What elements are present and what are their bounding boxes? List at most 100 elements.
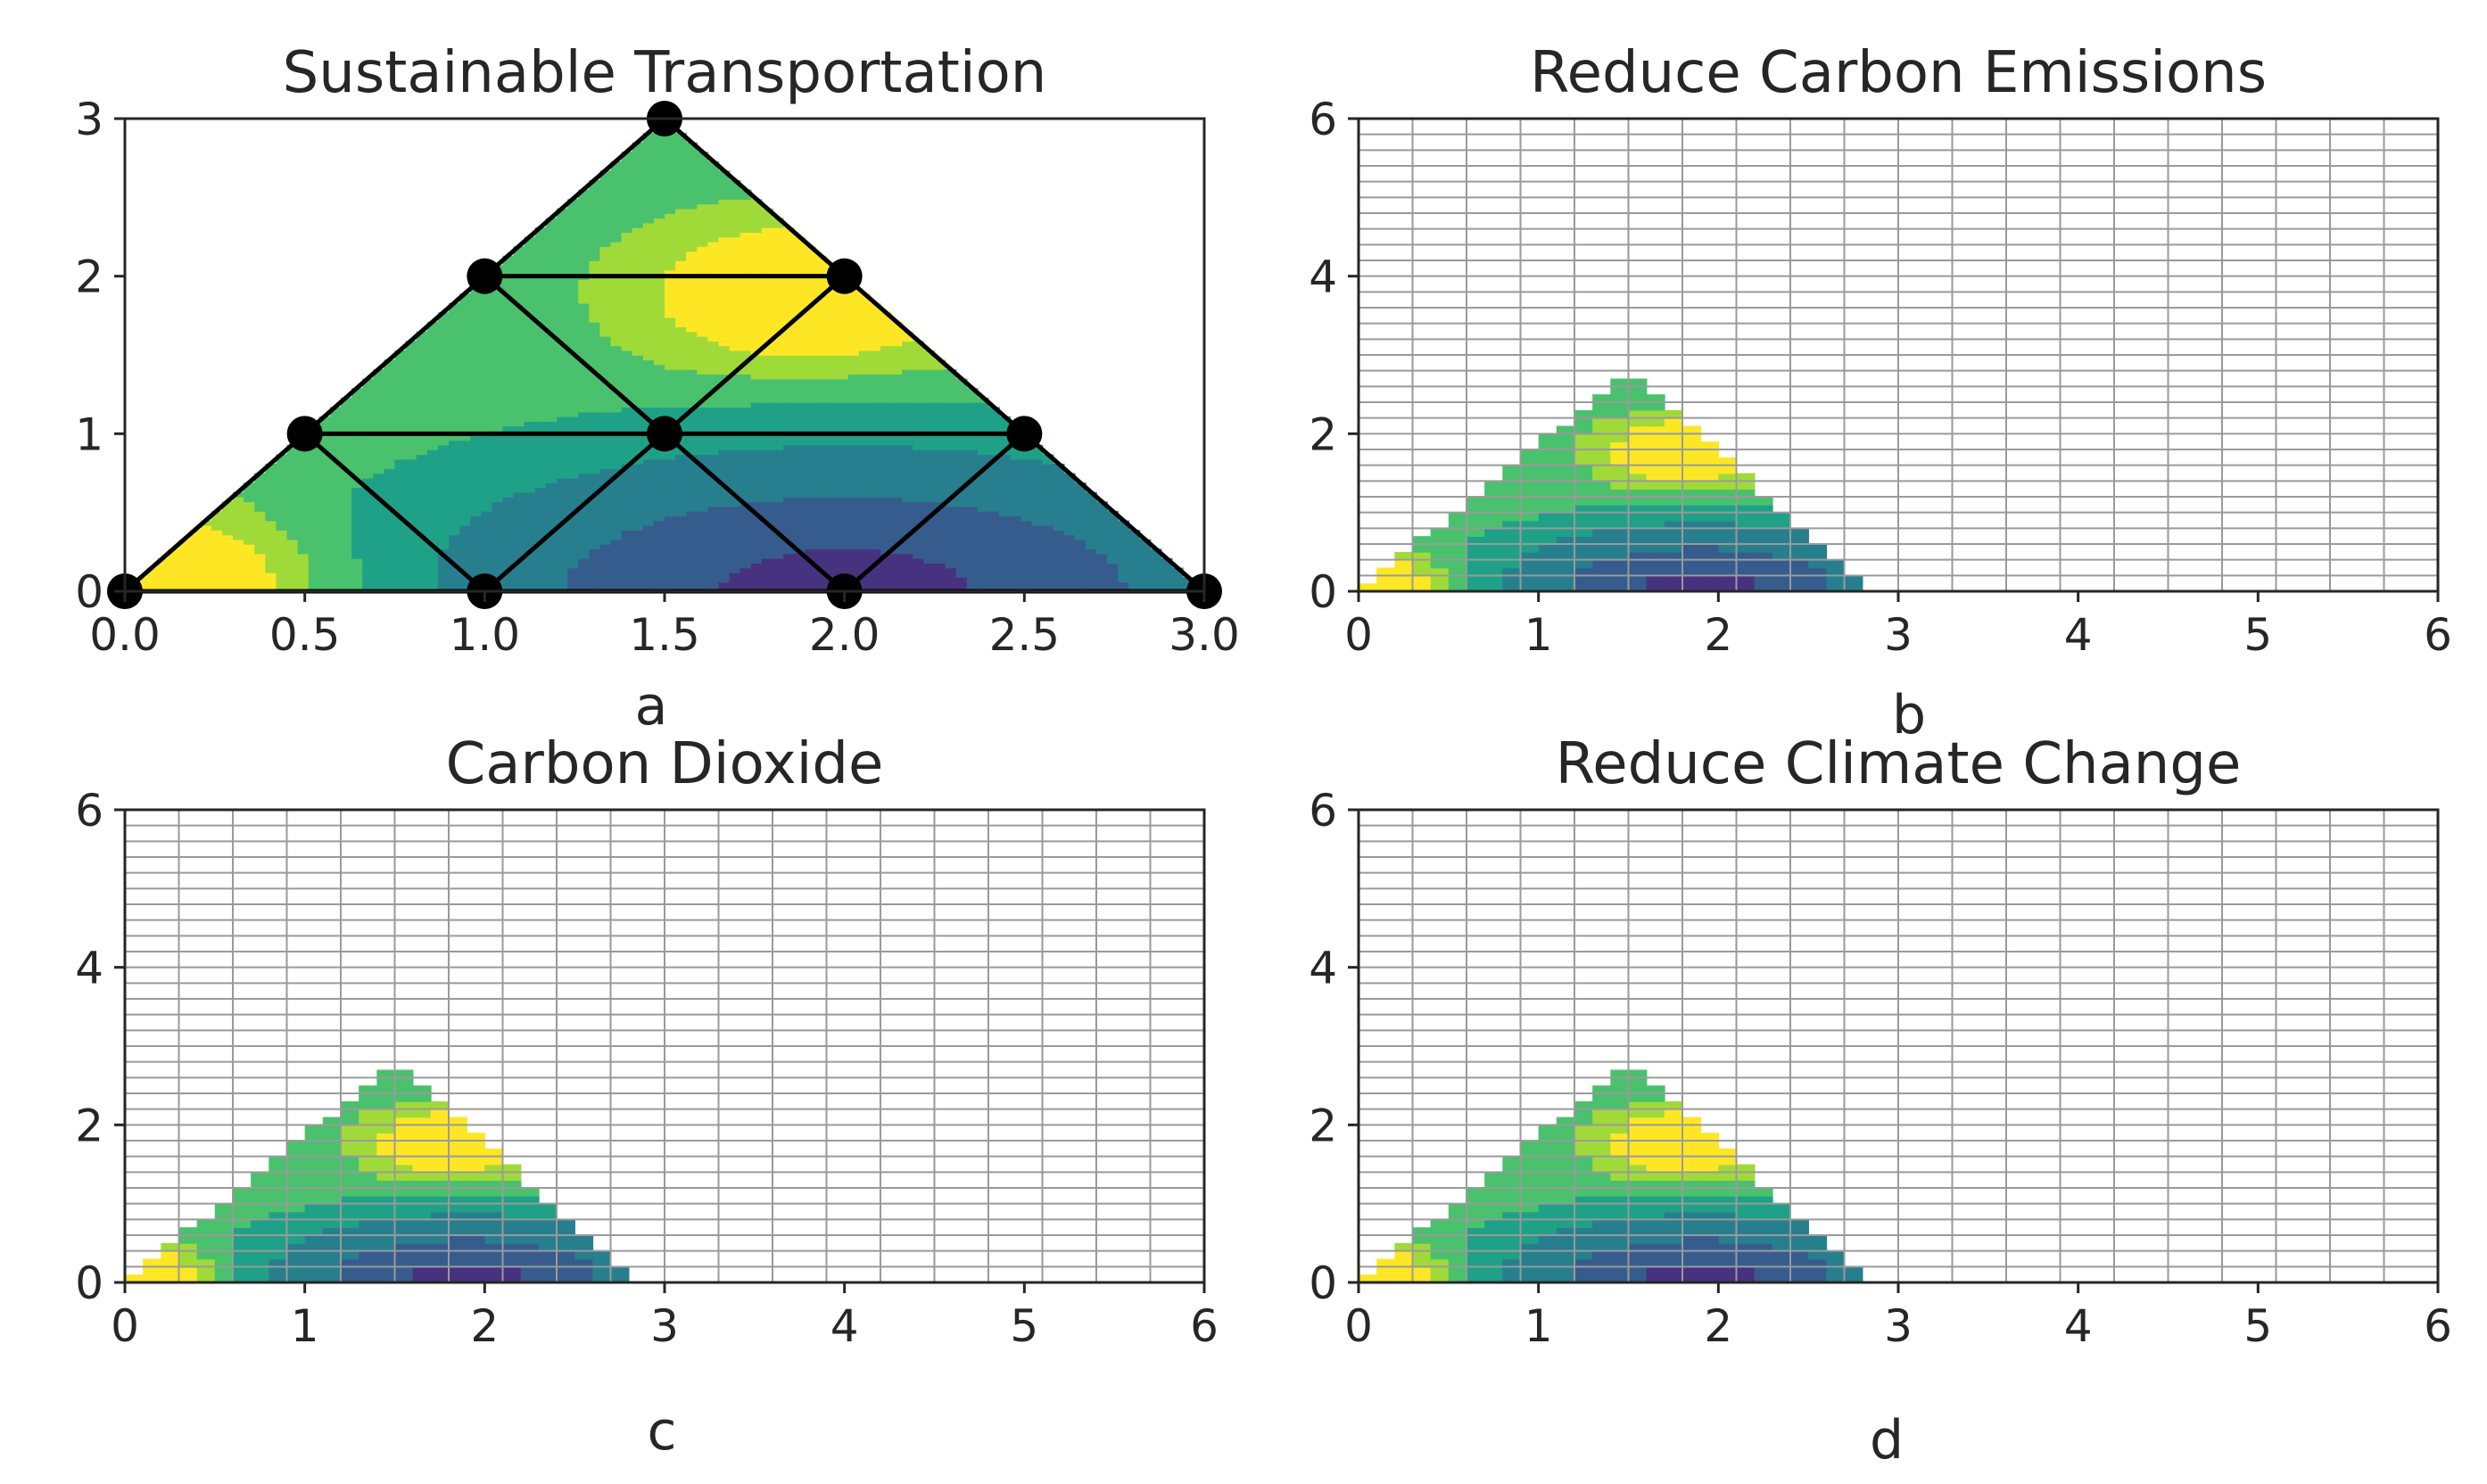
contour-cell bbox=[837, 435, 849, 441]
contour-cell bbox=[815, 506, 828, 512]
contour-cell bbox=[783, 246, 795, 252]
contour-cell bbox=[610, 557, 623, 564]
contour-cell bbox=[233, 581, 244, 588]
contour-cell bbox=[265, 530, 277, 536]
contour-cell bbox=[254, 501, 267, 507]
contour-cell bbox=[1020, 567, 1033, 573]
contour-cell bbox=[513, 416, 525, 422]
contour-cell bbox=[1063, 482, 1076, 489]
contour-cell bbox=[567, 392, 579, 399]
contour-cell bbox=[524, 236, 536, 243]
contour-cell bbox=[794, 482, 806, 489]
contour-cell bbox=[642, 341, 655, 347]
contour-cell bbox=[999, 421, 1011, 427]
contour-cell bbox=[437, 557, 450, 564]
contour-cell bbox=[286, 524, 299, 531]
contour-cell bbox=[470, 482, 483, 489]
contour-cell bbox=[449, 392, 460, 399]
contour-cell bbox=[1063, 506, 1076, 512]
contour-cell bbox=[373, 520, 385, 526]
contour-cell bbox=[308, 491, 320, 498]
contour-cell bbox=[847, 397, 860, 403]
contour-cell bbox=[773, 236, 784, 243]
contour-cell bbox=[729, 524, 741, 531]
contour-cell bbox=[276, 586, 288, 591]
contour-cell bbox=[426, 586, 439, 591]
contour-cell bbox=[815, 397, 828, 403]
contour-cell bbox=[524, 255, 536, 261]
contour-cell bbox=[557, 284, 568, 290]
contour-cell bbox=[675, 170, 687, 177]
contour-cell bbox=[578, 487, 591, 493]
contour-cell bbox=[632, 506, 644, 512]
contour-cell bbox=[589, 331, 601, 337]
contour-cell bbox=[847, 302, 860, 309]
contour-cell bbox=[178, 586, 191, 591]
contour-cell bbox=[1150, 557, 1162, 564]
contour-cell bbox=[286, 530, 299, 536]
contour-cell bbox=[557, 359, 568, 366]
contour-cell bbox=[557, 218, 568, 224]
contour-cell bbox=[837, 378, 849, 384]
contour-cell bbox=[966, 544, 979, 550]
contour-cell bbox=[449, 577, 460, 583]
contour-cell bbox=[891, 506, 903, 512]
contour-cell bbox=[642, 458, 655, 465]
contour-cell bbox=[729, 477, 741, 483]
contour-cell bbox=[665, 142, 676, 148]
contour-cell bbox=[653, 331, 665, 337]
contour-cell bbox=[815, 308, 828, 314]
contour-cell bbox=[470, 308, 483, 314]
contour-cell bbox=[805, 534, 817, 540]
contour-cell bbox=[351, 557, 363, 564]
contour-cell bbox=[761, 355, 773, 361]
contour-cell bbox=[502, 284, 515, 290]
contour-cell bbox=[1010, 506, 1022, 512]
contour-cell bbox=[513, 577, 525, 583]
contour-cell bbox=[578, 567, 591, 573]
contour-cell bbox=[761, 567, 773, 573]
contour-cell bbox=[783, 557, 795, 564]
contour-cell bbox=[815, 388, 828, 394]
contour-cell bbox=[718, 473, 731, 479]
contour-cell bbox=[534, 515, 547, 522]
contour-cell bbox=[783, 416, 795, 422]
contour-cell bbox=[826, 473, 839, 479]
contour-cell bbox=[686, 345, 698, 351]
contour-cell bbox=[329, 416, 342, 422]
contour-cell bbox=[437, 378, 450, 384]
contour-cell bbox=[481, 407, 493, 413]
contour-cell bbox=[653, 388, 665, 394]
contour-cell bbox=[1031, 539, 1044, 545]
contour-cell bbox=[783, 454, 795, 460]
contour-cell bbox=[610, 166, 623, 172]
contour-cell bbox=[599, 530, 612, 536]
contour-cell bbox=[534, 563, 547, 569]
contour-cell bbox=[750, 341, 763, 347]
contour-cell bbox=[675, 246, 687, 252]
contour-cell bbox=[599, 251, 612, 257]
contour-cell bbox=[729, 345, 741, 351]
contour-cell bbox=[739, 411, 752, 417]
contour-cell bbox=[891, 567, 903, 573]
contour-cell bbox=[665, 298, 676, 304]
contour-cell bbox=[653, 586, 665, 591]
contour-cell bbox=[621, 326, 633, 333]
contour-cell bbox=[449, 345, 460, 351]
contour-cell bbox=[481, 312, 493, 318]
contour-cell bbox=[869, 581, 881, 588]
contour-cell bbox=[773, 312, 784, 318]
contour-cell bbox=[318, 458, 331, 465]
contour-cell bbox=[826, 435, 839, 441]
contour-cell bbox=[589, 444, 601, 450]
contour-cell bbox=[341, 515, 352, 522]
contour-cell bbox=[426, 440, 439, 446]
contour-cell bbox=[729, 269, 741, 276]
contour-cell bbox=[945, 374, 957, 380]
contour-cell bbox=[794, 411, 806, 417]
contour-cell bbox=[1150, 563, 1162, 569]
contour-cell bbox=[297, 572, 310, 578]
contour-cell bbox=[545, 251, 558, 257]
contour-cell bbox=[707, 491, 720, 498]
contour-cell bbox=[254, 544, 267, 550]
